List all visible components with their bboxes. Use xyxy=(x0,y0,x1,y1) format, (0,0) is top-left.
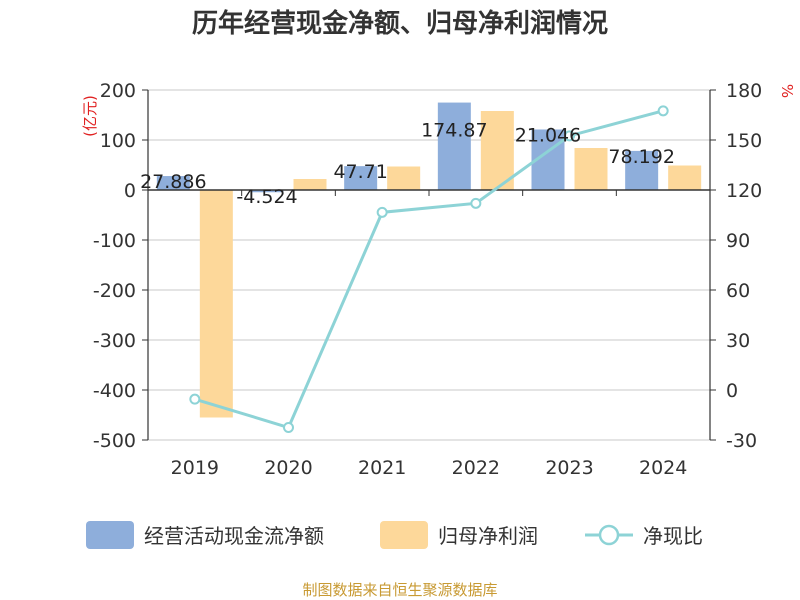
gridlines xyxy=(148,89,710,441)
legend-swatch xyxy=(86,521,134,549)
x-tick-label: 2020 xyxy=(264,457,312,479)
netcash-ratio-point xyxy=(283,422,294,433)
left-axis-unit: (亿元) xyxy=(81,95,99,137)
cashflow-data-label: 174.87 xyxy=(421,120,487,142)
right-tick-label: 90 xyxy=(726,230,750,252)
right-tick-label: -30 xyxy=(726,430,757,452)
netcash-ratio-point xyxy=(564,130,575,142)
bar-netprofit xyxy=(574,148,608,190)
left-tick-label: -200 xyxy=(93,280,136,302)
left-tick-label: -500 xyxy=(93,430,136,452)
left-tick-label: -400 xyxy=(93,380,136,402)
bar-netprofit xyxy=(199,190,233,418)
right-tick-label: 0 xyxy=(726,380,738,402)
left-tick-label: 200 xyxy=(100,80,136,102)
bar-cashflow xyxy=(625,150,659,190)
legend: 经营活动现金流净额 归母净利润 净现比 xyxy=(86,521,703,549)
bar-netprofit xyxy=(293,179,327,190)
legend-swatch-marker xyxy=(598,524,620,546)
legend-label: 经营活动现金流净额 xyxy=(144,524,324,548)
left-tick-label: 0 xyxy=(124,180,136,202)
bar-cashflow xyxy=(250,190,284,193)
cashflow-data-label: 27.886 xyxy=(140,171,206,193)
cashflow-data-label: 78.192 xyxy=(608,146,674,168)
source-note: 制图数据来自恒生聚源数据库 xyxy=(302,581,497,599)
x-tick-label: 2021 xyxy=(358,457,406,479)
cashflow-data-label: 47.71 xyxy=(333,161,387,183)
bar-netprofit xyxy=(480,111,514,190)
line-series xyxy=(189,105,669,433)
bar-cashflow xyxy=(437,102,471,190)
chart-title: 历年经营现金净额、归母净利润情况 xyxy=(192,8,608,39)
data-labels: 27.886 -4.524 47.71 174.87 21.046 78.192 xyxy=(140,120,675,208)
bar-cashflow xyxy=(344,166,378,190)
netcash-ratio-point xyxy=(657,105,669,117)
netcash-ratio-point xyxy=(470,197,482,209)
cashflow-data-label: -4.524 xyxy=(236,186,297,208)
netcash-ratio-point xyxy=(189,393,201,405)
right-tick-label: 150 xyxy=(726,130,762,152)
right-tick-label: 30 xyxy=(726,330,750,352)
x-tick-label: 2019 xyxy=(171,457,219,479)
left-tick-label: -300 xyxy=(93,330,136,352)
bar-cashflow xyxy=(156,176,190,190)
cashflow-data-label: 21.046 xyxy=(515,124,581,146)
netcash-ratio-point xyxy=(376,206,388,218)
right-axis-unit: % xyxy=(778,84,796,98)
legend-swatch xyxy=(380,521,428,549)
x-tick-label: 2024 xyxy=(639,457,687,479)
x-tick-label: 2022 xyxy=(452,457,500,479)
x-tick-label: 2023 xyxy=(545,457,593,479)
right-tick-label: 180 xyxy=(726,80,762,102)
bar-netprofit xyxy=(668,165,702,190)
bar-netprofit xyxy=(387,166,421,190)
bar-series xyxy=(156,102,702,418)
right-tick-label: 120 xyxy=(726,180,762,202)
left-tick-label: 100 xyxy=(100,130,136,152)
legend-label: 归母净利润 xyxy=(438,524,538,548)
netcash-ratio-line xyxy=(194,109,664,430)
legend-label: 净现比 xyxy=(643,524,703,548)
right-tick-label: 60 xyxy=(726,280,750,302)
axes: 2001000-100-200-300-400-5001801501209060… xyxy=(81,80,796,479)
left-tick-label: -100 xyxy=(93,230,136,252)
